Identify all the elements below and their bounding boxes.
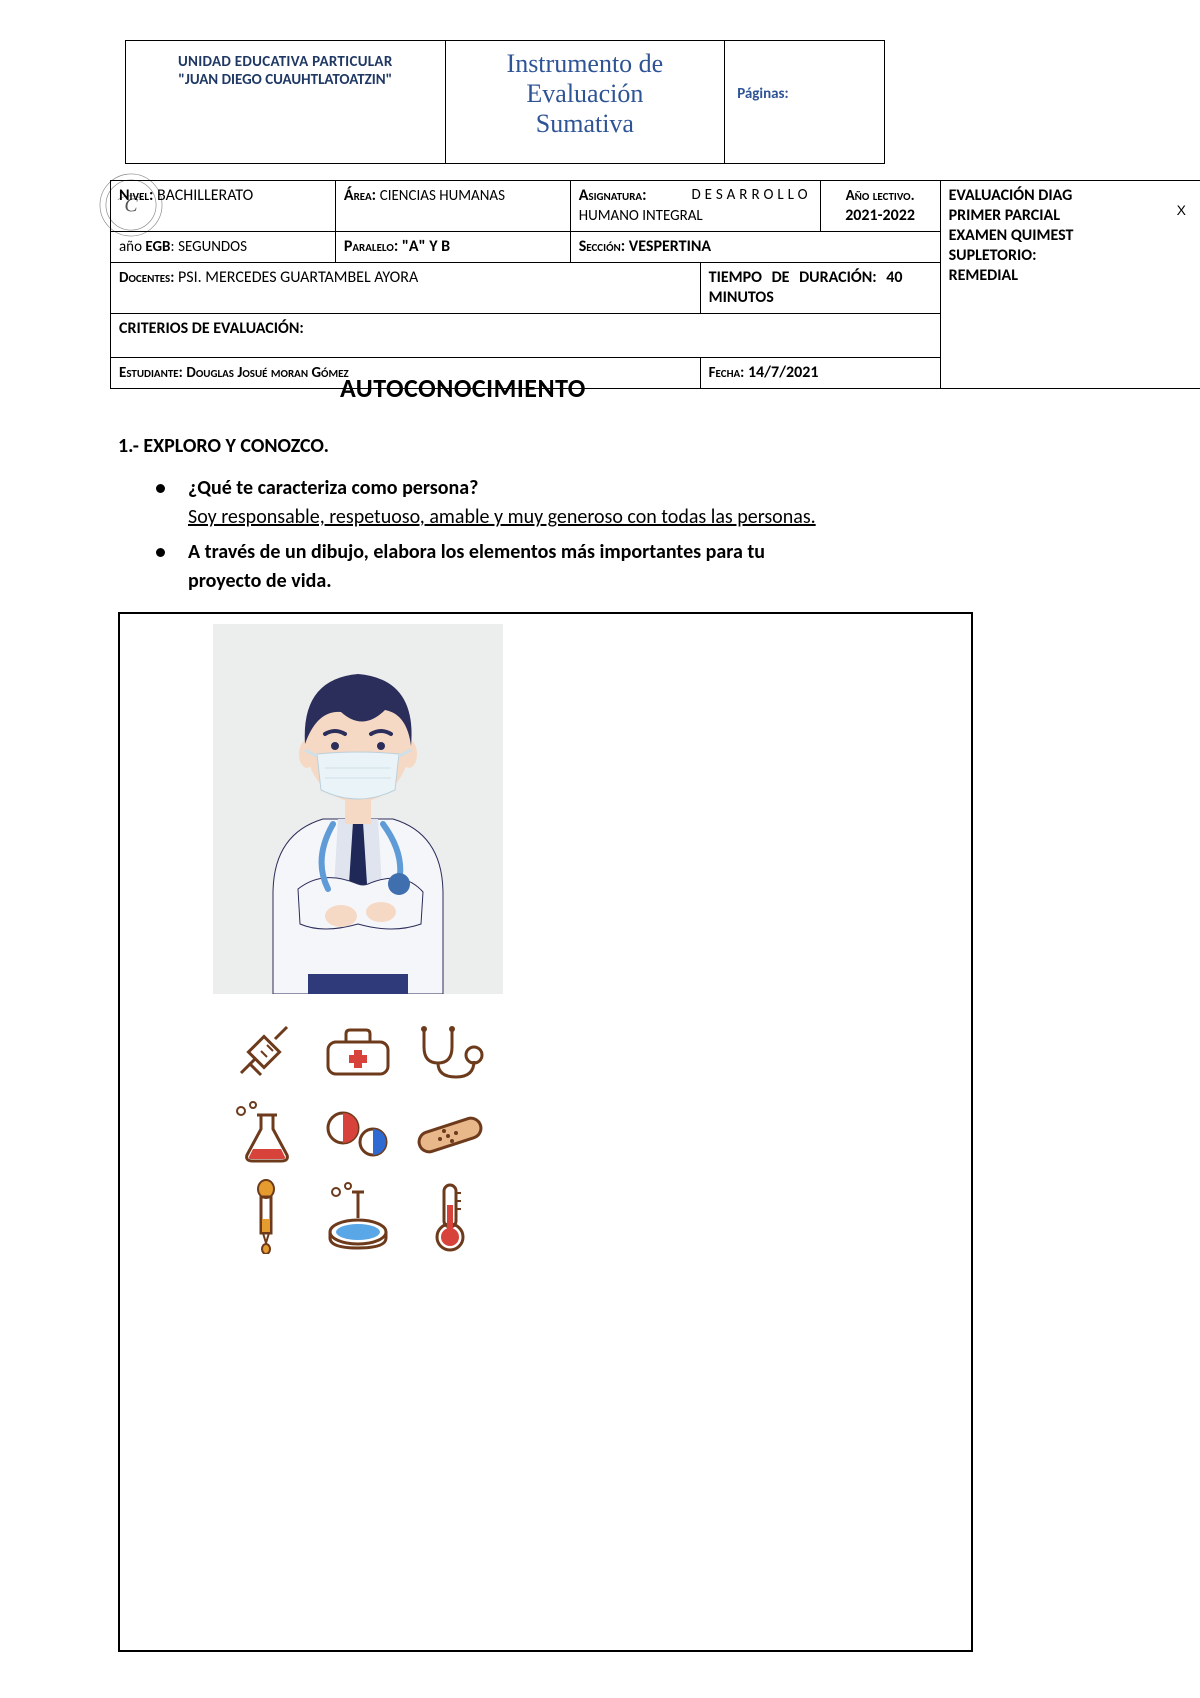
seccion-label: Sección: — [579, 237, 625, 256]
medical-icons-panel — [213, 1006, 503, 1266]
q1b-line1: A través de un dibujo, elabora los eleme… — [188, 540, 765, 564]
tiempo-cell: TIEMPO DE DURACIÓN: 40 MINUTOS — [700, 263, 940, 314]
tiempo-label: TIEMPO DE DURACIÓN: 40 MINUTOS — [709, 268, 903, 307]
fecha-cell: Fecha: 14/7/2021 — [700, 358, 940, 389]
q1a-text: ¿Qué te caracteriza como persona? — [188, 476, 478, 500]
header-school-cell: UNIDAD EDUCATIVA PARTICULAR "JUAN DIEGO … — [126, 41, 446, 164]
seccion-value: VESPERTINA — [629, 237, 711, 256]
flask-icon — [223, 1099, 309, 1170]
petri-dish-icon — [315, 1179, 401, 1254]
docentes-value: PSI. MERCEDES GUARTAMBEL AYORA — [178, 268, 418, 287]
criterios-cell: CRITERIOS DE EVALUACIÓN: — [111, 314, 941, 358]
medkit-icon — [315, 1018, 401, 1089]
fecha-value: 14/7/2021 — [748, 363, 819, 382]
fecha-label: Fecha: — [709, 364, 745, 382]
anio-egb-value: SEGUNDOS — [178, 238, 247, 256]
anio-egb-label: año EGB: — [119, 238, 174, 256]
q1a-answer: Soy responsable, respetuoso, amable y mu… — [188, 505, 816, 529]
anio-lectivo-value: 2021-2022 — [845, 206, 915, 225]
anio-egb-cell: año EGB: SEGUNDOS — [111, 232, 336, 263]
seccion-cell: Sección: VESPERTINA — [570, 232, 940, 263]
doctor-icon — [213, 624, 503, 994]
eval-x-mark: X — [1177, 202, 1186, 220]
asignatura-value-1: DESARROLLO — [691, 186, 811, 205]
header-paginas-cell: Páginas: — [725, 41, 885, 164]
eval-types-cell: EVALUACIÓN DIAG X PRIMER PARCIAL EXAMEN … — [940, 181, 1200, 389]
dropper-icon — [223, 1179, 309, 1254]
school-line2: "JUAN DIEGO CUAUHTLATOATZIN" — [138, 71, 433, 89]
bandage-icon — [407, 1099, 493, 1170]
auto-title: AUTOCONOCIMIENTO — [340, 372, 586, 404]
question-1-heading: 1.- EXPLORO Y CONOZCO. — [118, 434, 329, 458]
paginas-label: Páginas: — [737, 85, 788, 103]
pills-icon — [315, 1099, 401, 1170]
doctor-illustration — [213, 624, 503, 994]
stethoscope-icon — [407, 1018, 493, 1089]
anio-lectivo-cell: Año lectivo. 2021-2022 — [820, 181, 940, 232]
docentes-cell: Docentes: PSI. MERCEDES GUARTAMBEL AYORA — [111, 263, 701, 314]
asignatura-cell: Asignatura: DESARROLLO HUMANO INTEGRAL — [570, 181, 820, 232]
doc-title-3: Sumativa — [458, 109, 713, 139]
eval-parcial: PRIMER PARCIAL — [949, 206, 1192, 226]
drawing-box — [118, 612, 973, 1652]
nivel-value: BACHILLERATO — [157, 186, 253, 205]
nivel-label: Nivel: — [119, 186, 153, 205]
info-table: Nivel: BACHILLERATO Área: CIENCIAS HUMAN… — [110, 180, 1200, 389]
q1b-line2: proyecto de vida. — [188, 569, 332, 593]
area-value: CIENCIAS HUMANAS — [380, 187, 505, 205]
estudiante-value: Douglas Josué moran Gómez — [186, 364, 348, 382]
question-bullets: ¿Qué te caracteriza como persona? Soy re… — [150, 474, 970, 602]
eval-remedial: REMEDIAL — [949, 266, 1192, 286]
docentes-label: Docentes: — [119, 269, 174, 287]
nivel-cell: Nivel: BACHILLERATO — [111, 181, 336, 232]
paralelo-cell: Paralelo: "A" Y B — [335, 232, 570, 263]
eval-diag: EVALUACIÓN DIAG — [949, 186, 1073, 205]
header-title-cell: Instrumento de Evaluación Sumativa — [445, 41, 725, 164]
paralelo-value: "A" Y B — [402, 237, 450, 256]
asignatura-value-2: HUMANO INTEGRAL — [579, 207, 703, 225]
thermometer-icon — [407, 1179, 493, 1254]
area-cell: Área: CIENCIAS HUMANAS — [335, 181, 570, 232]
doc-title-2: Evaluación — [458, 79, 713, 109]
bullet-2: A través de un dibujo, elabora los eleme… — [150, 538, 970, 596]
header-table: UNIDAD EDUCATIVA PARTICULAR "JUAN DIEGO … — [125, 40, 885, 164]
paralelo-label: Paralelo: — [344, 237, 398, 256]
eval-supletorio: SUPLETORIO: — [949, 246, 1192, 266]
school-line1: UNIDAD EDUCATIVA PARTICULAR — [138, 53, 433, 71]
estudiante-label: Estudiante: — [119, 364, 183, 382]
criterios-label: CRITERIOS DE EVALUACIÓN: — [119, 319, 304, 338]
doc-title-1: Instrumento de — [458, 49, 713, 79]
area-label: Área: — [344, 186, 376, 205]
asignatura-label: Asignatura: — [579, 186, 647, 205]
bullet-1: ¿Qué te caracteriza como persona? Soy re… — [150, 474, 970, 532]
anio-lectivo-label: Año lectivo. — [846, 187, 915, 205]
syringe-icon — [223, 1018, 309, 1089]
eval-quimest: EXAMEN QUIMEST — [949, 226, 1192, 246]
